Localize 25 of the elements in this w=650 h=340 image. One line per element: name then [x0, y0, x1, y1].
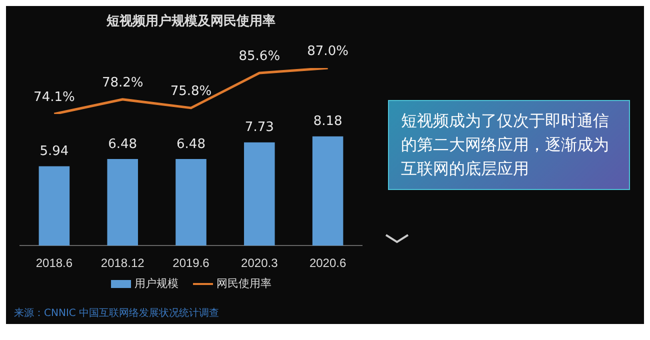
data-label: 6.48: [176, 136, 206, 152]
x-tick-label: 2018.6: [36, 256, 73, 270]
bar: [312, 136, 344, 246]
x-tick-label: 2020.3: [241, 256, 278, 270]
data-label: 75.8%: [170, 84, 212, 99]
data-label: 5.94: [40, 144, 69, 160]
bar: [176, 159, 206, 246]
x-tick-label: 2019.6: [172, 256, 210, 270]
data-label: 74.1%: [34, 90, 75, 105]
x-tick-label: 2018.12: [100, 256, 145, 270]
x-tick-label: 2020.6: [309, 256, 346, 270]
data-label: 87.0%: [307, 44, 348, 59]
data-label: 7.73: [244, 120, 274, 136]
bar: [38, 166, 70, 246]
legend-label: 网民使用率: [216, 276, 272, 291]
legend-label: 用户规模: [134, 276, 178, 291]
data-label: 78.2%: [102, 75, 144, 90]
bar: [107, 159, 138, 246]
bar: [244, 142, 275, 246]
data-label: 85.6%: [238, 48, 280, 64]
text: 短视频成为了仅次于即时通信的第二大网络应用，逐渐成为互联网的底层应用: [388, 100, 630, 190]
data-label: 8.18: [313, 114, 342, 130]
chart-title: 短视频用户规模及网民使用率: [106, 12, 276, 30]
data-label: 6.48: [108, 136, 138, 152]
source-note: 来源：CNNIC 中国互联网络发展状况统计调查: [14, 306, 220, 320]
